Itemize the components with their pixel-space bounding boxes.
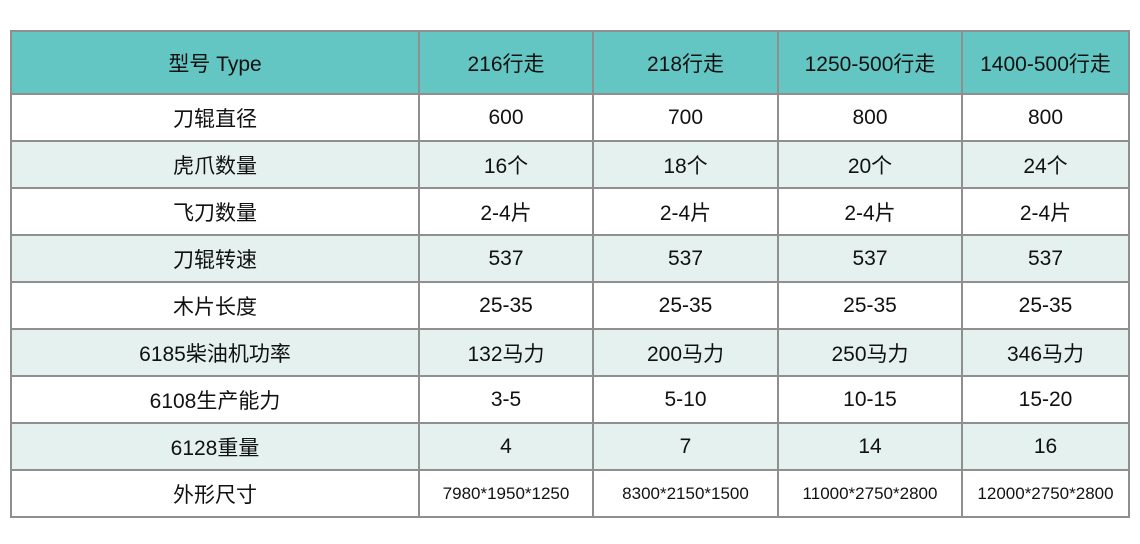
spec-cell: 25-35 [592,281,779,330]
spec-cell: 800 [961,93,1130,142]
row-label: 刀辊直径 [10,93,420,142]
row-label: 6128重量 [10,422,420,471]
spec-cell: 16个 [418,140,594,189]
table-row: 6185柴油机功率 132马力 200马力 250马力 346马力 [10,328,1130,377]
header-model-218: 218行走 [592,30,779,95]
spec-cell: 3-5 [418,375,594,424]
spec-cell: 7980*1950*1250 [418,469,594,518]
header-model-1250-500: 1250-500行走 [777,30,963,95]
table-row: 飞刀数量 2-4片 2-4片 2-4片 2-4片 [10,187,1130,236]
spec-cell: 25-35 [418,281,594,330]
spec-cell: 12000*2750*2800 [961,469,1130,518]
spec-cell: 25-35 [961,281,1130,330]
spec-cell: 250马力 [777,328,963,377]
spec-table-container: 型号 Type 216行走 218行走 1250-500行走 1400-500行… [10,30,1130,518]
spec-cell: 537 [777,234,963,283]
spec-cell: 800 [777,93,963,142]
table-row: 木片长度 25-35 25-35 25-35 25-35 [10,281,1130,330]
table-row: 刀辊直径 600 700 800 800 [10,93,1130,142]
row-label: 6185柴油机功率 [10,328,420,377]
spec-cell: 4 [418,422,594,471]
table-row: 外形尺寸 7980*1950*1250 8300*2150*1500 11000… [10,469,1130,518]
spec-cell: 2-4片 [961,187,1130,236]
header-model-216: 216行走 [418,30,594,95]
spec-cell: 15-20 [961,375,1130,424]
header-type-label: 型号 Type [10,30,420,95]
spec-cell: 8300*2150*1500 [592,469,779,518]
spec-cell: 2-4片 [592,187,779,236]
spec-cell: 700 [592,93,779,142]
header-model-1400-500: 1400-500行走 [961,30,1130,95]
spec-cell: 5-10 [592,375,779,424]
spec-cell: 2-4片 [418,187,594,236]
spec-table: 型号 Type 216行走 218行走 1250-500行走 1400-500行… [10,30,1130,518]
header-row: 型号 Type 216行走 218行走 1250-500行走 1400-500行… [10,30,1130,95]
spec-cell: 537 [961,234,1130,283]
spec-cell: 537 [418,234,594,283]
table-row: 6108生产能力 3-5 5-10 10-15 15-20 [10,375,1130,424]
spec-cell: 25-35 [777,281,963,330]
spec-cell: 132马力 [418,328,594,377]
table-row: 6128重量 4 7 14 16 [10,422,1130,471]
row-label: 6108生产能力 [10,375,420,424]
row-label: 刀辊转速 [10,234,420,283]
spec-cell: 537 [592,234,779,283]
row-label: 虎爪数量 [10,140,420,189]
spec-cell: 2-4片 [777,187,963,236]
spec-cell: 346马力 [961,328,1130,377]
table-row: 刀辊转速 537 537 537 537 [10,234,1130,283]
spec-cell: 600 [418,93,594,142]
spec-cell: 16 [961,422,1130,471]
spec-cell: 11000*2750*2800 [777,469,963,518]
spec-cell: 18个 [592,140,779,189]
row-label: 飞刀数量 [10,187,420,236]
table-row: 虎爪数量 16个 18个 20个 24个 [10,140,1130,189]
spec-cell: 20个 [777,140,963,189]
spec-cell: 14 [777,422,963,471]
spec-cell: 24个 [961,140,1130,189]
spec-cell: 200马力 [592,328,779,377]
spec-cell: 10-15 [777,375,963,424]
row-label: 外形尺寸 [10,469,420,518]
spec-cell: 7 [592,422,779,471]
row-label: 木片长度 [10,281,420,330]
